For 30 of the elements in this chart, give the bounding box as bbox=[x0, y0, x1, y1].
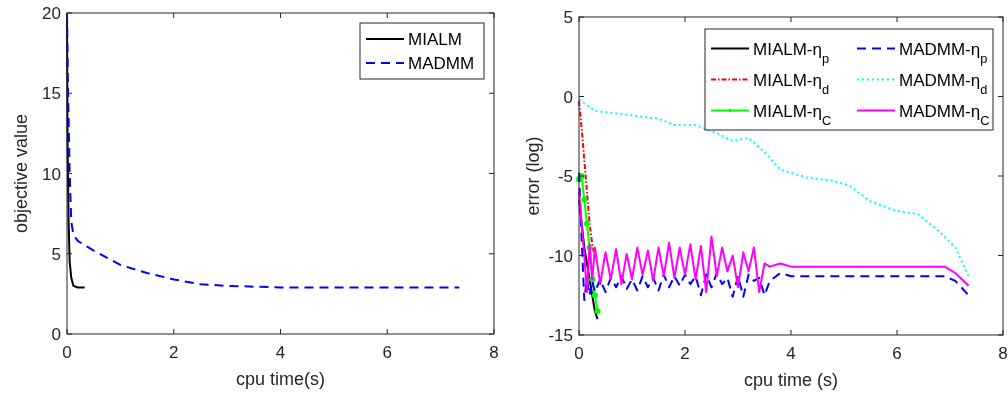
y-axis-title: error (log) bbox=[523, 136, 543, 216]
y-tick-label: 5 bbox=[563, 8, 573, 27]
y-tick-label: -5 bbox=[557, 167, 573, 186]
legend-label: MADMM bbox=[408, 54, 475, 73]
y-tick-label: 0 bbox=[563, 87, 573, 107]
x-tick-label: 6 bbox=[892, 344, 902, 363]
y-axis-title: objective value bbox=[11, 113, 31, 234]
x-tick-label: 8 bbox=[998, 344, 1008, 363]
y-tick-label: -15 bbox=[548, 326, 573, 345]
legend-label: MIALM bbox=[408, 30, 462, 49]
x-tick-label: 6 bbox=[382, 343, 392, 362]
legend-label: MIALM-η$_{C}$ bbox=[753, 101, 832, 127]
x-tick-label: 2 bbox=[169, 343, 179, 362]
legend-label: MADMM-η$_{p}$ bbox=[899, 39, 988, 65]
legend-label: MIALM-η$_{d}$ bbox=[753, 70, 830, 96]
y-tick-label: 20 bbox=[42, 4, 61, 23]
x-tick-label: 2 bbox=[680, 344, 690, 363]
y-tick-label: 10 bbox=[42, 164, 61, 184]
x-axis-title: cpu time(s) bbox=[235, 369, 326, 389]
x-tick-label: 8 bbox=[489, 343, 499, 362]
legend-label: MIALM-η$_{p}$ bbox=[753, 39, 830, 65]
x-tick-label: 4 bbox=[275, 343, 286, 362]
y-tick-label: -10 bbox=[548, 246, 573, 266]
y-tick-label: 0 bbox=[51, 325, 61, 344]
y-tick-label: 15 bbox=[42, 84, 61, 104]
x-tick-label: 4 bbox=[786, 344, 796, 363]
legend-label: MADMM-η$_{d}$ bbox=[899, 70, 988, 96]
legend-label: MADMM-η$_{C}$ bbox=[899, 101, 990, 127]
y-tick-label: 5 bbox=[51, 244, 61, 264]
x-axis-title: cpu time (s) bbox=[743, 370, 839, 390]
